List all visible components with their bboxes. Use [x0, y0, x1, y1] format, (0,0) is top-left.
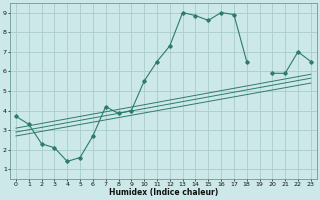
X-axis label: Humidex (Indice chaleur): Humidex (Indice chaleur)	[109, 188, 218, 197]
